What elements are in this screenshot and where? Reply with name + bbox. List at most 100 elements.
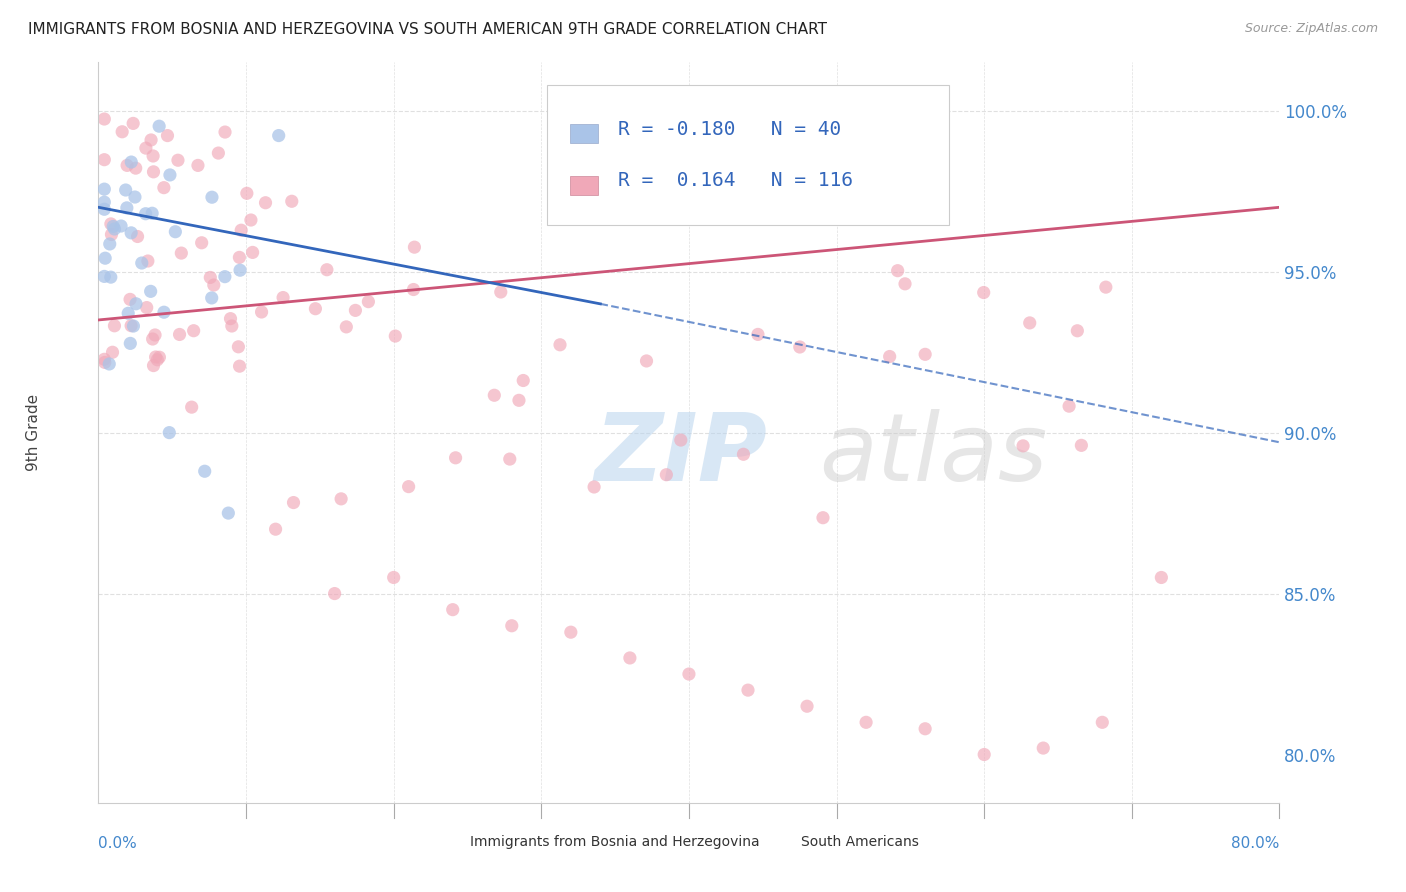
Point xyxy=(125,161,148,176)
Point xyxy=(131,256,153,270)
Point xyxy=(207,146,229,161)
Point xyxy=(153,180,176,194)
Point xyxy=(98,236,121,251)
Point xyxy=(93,269,115,284)
Point xyxy=(879,350,901,364)
Point xyxy=(1057,399,1080,413)
Text: 0.0%: 0.0% xyxy=(98,836,138,851)
Point xyxy=(94,355,117,369)
Point xyxy=(441,602,464,616)
Text: Source: ZipAtlas.com: Source: ZipAtlas.com xyxy=(1244,22,1378,36)
Point xyxy=(669,433,692,447)
Point xyxy=(103,318,125,333)
Point xyxy=(733,447,755,461)
Point xyxy=(242,245,264,260)
Point xyxy=(145,350,167,364)
Point xyxy=(357,294,380,309)
Point xyxy=(135,207,157,221)
Point xyxy=(219,311,242,326)
Point xyxy=(228,359,250,374)
Point xyxy=(139,133,162,147)
Point xyxy=(382,570,405,584)
Point xyxy=(855,715,877,730)
Point xyxy=(93,112,115,126)
FancyBboxPatch shape xyxy=(569,176,598,195)
Point xyxy=(894,277,917,291)
Point xyxy=(796,699,818,714)
Point xyxy=(194,464,217,478)
Point xyxy=(122,116,145,130)
Point xyxy=(402,283,425,297)
Point xyxy=(153,305,176,319)
Point xyxy=(214,125,236,139)
Point xyxy=(101,345,124,359)
Point xyxy=(115,201,138,215)
Point xyxy=(100,227,122,242)
Point xyxy=(141,206,163,220)
Point xyxy=(125,297,148,311)
Point xyxy=(344,303,367,318)
Point xyxy=(93,153,115,167)
Point xyxy=(636,354,658,368)
Point xyxy=(103,222,125,236)
Point xyxy=(231,223,253,237)
Point xyxy=(1150,570,1173,584)
Point xyxy=(384,329,406,343)
Text: R = -0.180   N = 40: R = -0.180 N = 40 xyxy=(619,120,841,138)
Point xyxy=(228,251,250,265)
Point xyxy=(139,285,162,299)
Point xyxy=(201,291,224,305)
Point xyxy=(167,153,190,168)
Point xyxy=(811,510,834,524)
Point xyxy=(281,194,304,209)
Point xyxy=(122,319,145,334)
Point xyxy=(508,393,530,408)
Point xyxy=(110,219,132,233)
Point xyxy=(143,328,166,343)
Point xyxy=(323,586,346,600)
Point xyxy=(886,263,908,277)
Point xyxy=(115,158,138,172)
Point xyxy=(111,125,134,139)
Point xyxy=(250,305,273,319)
Point xyxy=(655,467,678,482)
Point xyxy=(236,186,259,201)
Point xyxy=(737,683,759,698)
Point xyxy=(560,625,582,640)
Point xyxy=(187,158,209,172)
Point xyxy=(190,235,212,250)
Point xyxy=(444,450,467,465)
Point xyxy=(484,388,506,402)
Point xyxy=(214,269,236,284)
Point xyxy=(330,491,353,506)
Text: ZIP: ZIP xyxy=(595,409,768,500)
Point xyxy=(142,332,165,346)
Point xyxy=(548,338,571,352)
Point xyxy=(271,291,294,305)
FancyBboxPatch shape xyxy=(765,834,793,852)
Point xyxy=(201,190,224,204)
Point xyxy=(315,262,337,277)
Point xyxy=(157,425,180,440)
Point xyxy=(512,374,534,388)
Point xyxy=(142,149,165,163)
Text: R =  0.164   N = 116: R = 0.164 N = 116 xyxy=(619,171,853,190)
Text: Immigrants from Bosnia and Herzegovina: Immigrants from Bosnia and Herzegovina xyxy=(471,835,761,849)
Point xyxy=(142,359,165,373)
Point xyxy=(264,522,287,536)
Point xyxy=(398,480,420,494)
Point xyxy=(120,318,142,333)
Point xyxy=(1070,438,1092,452)
Point xyxy=(202,278,225,293)
Point xyxy=(501,619,523,633)
Text: South Americans: South Americans xyxy=(801,835,920,849)
Point xyxy=(114,183,136,197)
Point xyxy=(159,168,181,182)
Point xyxy=(499,452,522,467)
Point xyxy=(93,352,115,367)
Point xyxy=(254,195,277,210)
Point xyxy=(747,327,769,342)
Point xyxy=(103,219,125,234)
Point xyxy=(93,195,115,210)
Point xyxy=(489,285,512,299)
